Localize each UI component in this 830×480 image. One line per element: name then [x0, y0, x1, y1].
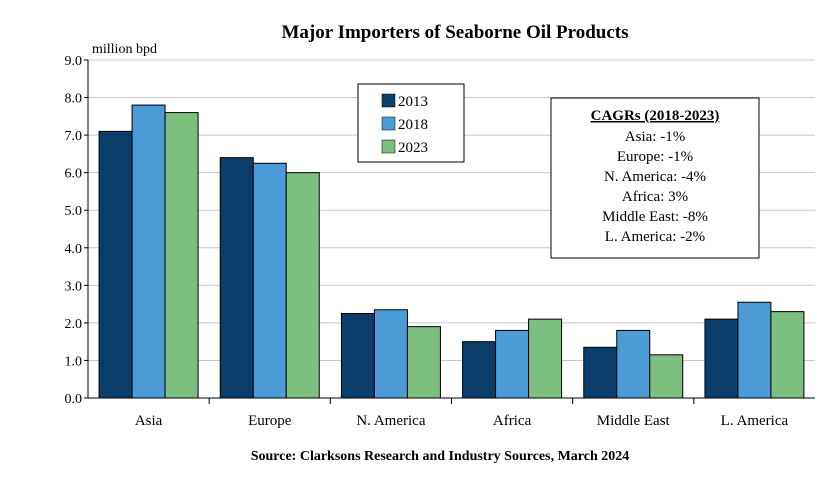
bar-2013-middle-east [583, 346, 618, 399]
cagr-line-middle-east: Middle East: -8% [602, 209, 708, 225]
cagr-line-l-america: L. America: -2% [605, 229, 705, 245]
y-tick-label: 4.0 [65, 242, 83, 257]
legend-label-2013: 2013 [398, 94, 428, 110]
y-axis-unit-label: million bpd [92, 42, 157, 57]
source-note: Source: Clarksons Research and Industry … [251, 449, 630, 464]
bar-2023-n-america [406, 326, 441, 399]
bar-2018-middle-east [616, 329, 651, 399]
bar-2023-asia [164, 112, 199, 399]
category-label: N. America [356, 413, 425, 429]
legend: 2013 2018 2023 [357, 83, 465, 163]
y-tick-label: 7.0 [65, 129, 83, 144]
category-label: Asia [135, 413, 163, 429]
category-label: Europe [248, 413, 292, 429]
bar-2018-asia [131, 104, 166, 399]
legend-swatch-2018 [381, 116, 396, 131]
chart-title: Major Importers of Seaborne Oil Products [281, 22, 628, 43]
cagr-line-africa: Africa: 3% [622, 189, 688, 205]
bar-2023-europe [285, 172, 320, 399]
y-tick-label: 3.0 [65, 279, 83, 294]
cagr-heading: CAGRs (2018-2023) [591, 108, 720, 124]
y-tick-label: 0.0 [65, 392, 83, 407]
y-tick-label: 9.0 [65, 54, 83, 69]
y-tick-label: 2.0 [65, 317, 83, 332]
category-label: L. America [721, 413, 789, 429]
y-tick-label: 1.0 [65, 354, 83, 369]
bar-2023-africa [528, 318, 563, 399]
legend-swatch-2013 [381, 93, 396, 108]
bars [98, 104, 805, 399]
cagr-line-n-america: N. America: -4% [604, 169, 706, 185]
y-tick-labels: 0.0 1.0 2.0 3.0 4.0 5.0 6.0 7.0 8.0 9.0 [65, 54, 83, 407]
bar-2018-europe [252, 162, 287, 399]
cagr-annotation-box: CAGRs (2018-2023) Asia: -1% Europe: -1% … [550, 97, 760, 259]
cagr-line-europe: Europe: -1% [617, 149, 693, 165]
legend-box [357, 83, 465, 163]
category-label: Africa [493, 413, 532, 429]
legend-label-2018: 2018 [398, 117, 428, 133]
bar-2013-europe [219, 157, 254, 399]
category-label: Middle East [597, 413, 671, 429]
cagr-line-asia: Asia: -1% [625, 129, 685, 145]
bar-2013-n-america [340, 313, 375, 399]
bar-2018-l-america [737, 301, 772, 399]
bar-2018-africa [495, 329, 530, 399]
bar-2018-n-america [373, 309, 408, 399]
gridlines [88, 59, 815, 361]
bar-2023-middle-east [649, 354, 684, 399]
axes [84, 59, 815, 404]
legend-swatch-2023 [381, 139, 396, 154]
y-tick-label: 6.0 [65, 167, 83, 182]
bar-2013-l-america [704, 318, 739, 399]
bar-2023-l-america [770, 311, 805, 399]
cagr-box-frame [550, 97, 760, 259]
bar-2013-africa [462, 341, 497, 399]
y-tick-label: 5.0 [65, 204, 83, 219]
category-labels: Asia Europe N. America Africa Middle East L. … [135, 413, 789, 429]
y-tick-label: 8.0 [65, 92, 83, 107]
bar-2013-asia [98, 130, 133, 399]
legend-label-2023: 2023 [398, 140, 428, 156]
